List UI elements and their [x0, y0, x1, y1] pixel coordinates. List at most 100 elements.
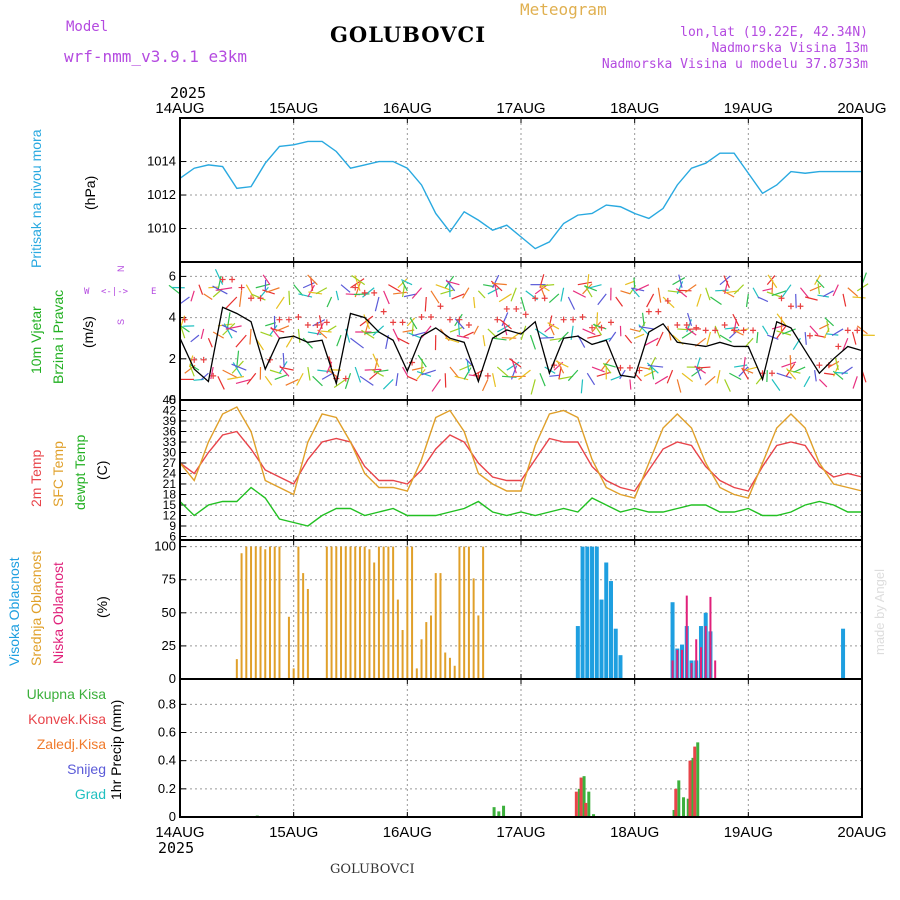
gust-marker — [503, 305, 510, 312]
cloud-bar — [477, 615, 480, 679]
wind-arrow — [225, 296, 238, 310]
precip-bar — [691, 757, 695, 817]
wind-arrow — [207, 337, 213, 348]
cloud-bar — [392, 546, 395, 679]
wind-arrow — [372, 353, 380, 368]
y-tick-label: 100 — [154, 539, 176, 554]
gust-marker — [314, 322, 321, 329]
x-tick-label-bottom: 18AUG — [610, 824, 659, 841]
wind-arrow — [834, 357, 839, 371]
gust-marker — [522, 311, 529, 318]
wind-arrow — [539, 372, 546, 387]
wind-arrow — [646, 293, 655, 308]
gust-marker — [626, 364, 633, 371]
y-tick-label: 50 — [162, 605, 176, 620]
wind-arrow — [559, 375, 574, 380]
x-tick-label-top: 18AUG — [610, 100, 659, 117]
wind-arrow — [239, 290, 243, 307]
wind-arrow — [782, 328, 796, 335]
gust-marker — [645, 308, 652, 315]
precip-bar — [582, 776, 586, 817]
wind-arrow — [462, 287, 470, 299]
y-tick-label: 36 — [163, 425, 177, 439]
wind-arrow — [799, 287, 810, 299]
cloud-bar — [676, 649, 679, 679]
wind-arrow — [308, 291, 323, 295]
wind-arrow — [454, 375, 469, 381]
wind-arrow — [435, 284, 451, 291]
gust-marker — [674, 322, 681, 329]
wind-arrow — [318, 315, 323, 330]
gust-marker — [484, 372, 491, 379]
temp-2m-line — [179, 430, 863, 492]
wind-arrow — [416, 369, 426, 380]
wind-arrow — [491, 373, 497, 388]
gust-marker — [446, 316, 453, 323]
gust-marker — [238, 284, 245, 291]
cloud-bar — [287, 616, 290, 679]
wind-arrow — [814, 274, 821, 285]
wind-arrow — [572, 290, 586, 298]
wind-arrow — [307, 331, 322, 335]
cloud-bar — [590, 546, 595, 679]
wind-arrow — [227, 375, 245, 380]
wind-arrow — [401, 281, 408, 292]
wind-arrow — [222, 369, 239, 379]
wind-arrow — [529, 334, 536, 350]
wind-arrow — [847, 287, 859, 297]
y-tick-label: 25 — [162, 638, 176, 653]
cloud-bar — [363, 546, 366, 679]
cloud-bar — [401, 630, 404, 679]
wind-arrow — [359, 375, 374, 386]
wind-arrow — [729, 372, 742, 381]
cloud-bar — [585, 546, 590, 679]
wind-arrow — [302, 281, 316, 289]
wind-arrow — [317, 369, 332, 373]
wind-arrow — [809, 285, 822, 292]
cloud-bar — [671, 660, 674, 679]
wind-arrow — [719, 275, 731, 286]
wind-arrow — [555, 360, 569, 368]
wind-arrow — [776, 372, 792, 379]
cloud-bar — [340, 546, 343, 679]
wind-arrow — [834, 371, 848, 374]
gust-marker — [769, 370, 776, 377]
cloud-bar — [273, 546, 276, 679]
wind-arrow — [570, 325, 574, 340]
wind-arrow — [587, 334, 601, 339]
wind-arrow — [624, 280, 636, 286]
wind-arrow — [851, 331, 857, 345]
wind-arrow — [624, 334, 633, 344]
y-tick-label: 39 — [163, 414, 177, 428]
y-tick-label: 0 — [169, 809, 176, 824]
wind-arrow — [560, 287, 565, 302]
wind-arrow — [310, 277, 314, 291]
cloud-bar — [618, 655, 623, 679]
wind-arrow — [539, 285, 546, 298]
wind-arrow — [852, 296, 866, 299]
precip-bar — [693, 746, 697, 817]
wind-arrow — [762, 325, 769, 335]
precip-bar — [497, 811, 501, 817]
cloud-bar — [472, 578, 475, 679]
wind-arrow — [544, 366, 556, 374]
wind-arrow — [841, 366, 853, 375]
wind-arrow — [246, 372, 257, 385]
wind-arrow — [716, 370, 721, 384]
cloud-bar — [444, 652, 447, 679]
precip-bar — [502, 805, 506, 817]
wind-arrow — [518, 369, 531, 380]
wind-arrow — [288, 290, 291, 305]
wind-arrow — [445, 337, 460, 343]
wind-arrow — [704, 375, 716, 386]
cloud-bar — [714, 660, 717, 679]
wind-arrow — [741, 367, 749, 380]
cloud-bar — [268, 546, 271, 679]
cloud-bar — [354, 546, 357, 679]
wind-arrow — [451, 293, 465, 300]
wind-arrow — [828, 360, 840, 368]
wind-arrow — [444, 373, 447, 388]
wind-arrow — [824, 372, 836, 376]
precip-bar — [672, 809, 676, 817]
wind-arrow — [733, 284, 745, 295]
